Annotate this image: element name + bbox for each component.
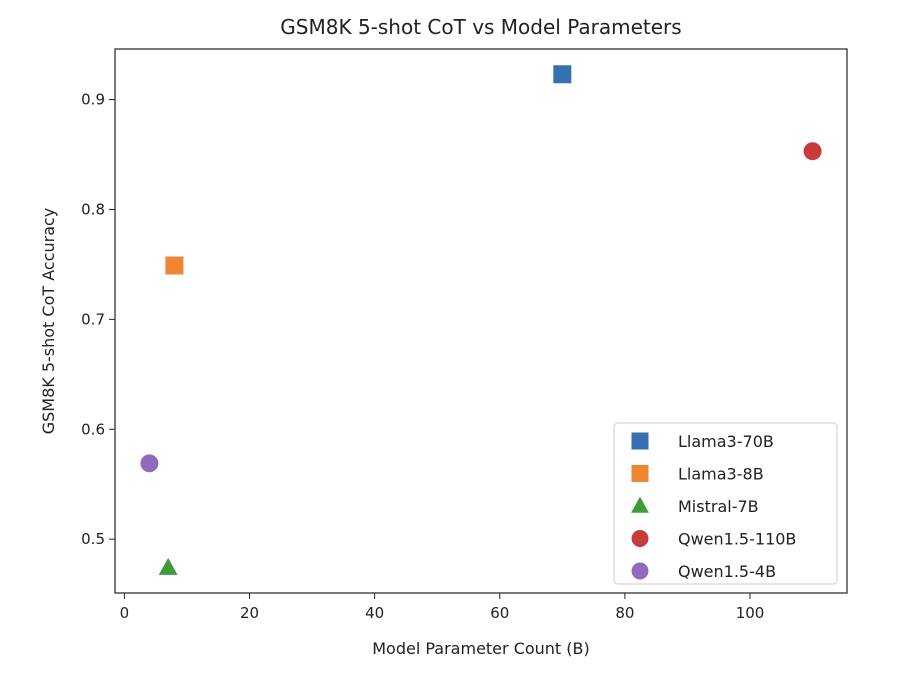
data-point-1 — [165, 256, 184, 275]
y-tick-label: 0.5 — [81, 530, 105, 548]
data-point-2 — [158, 557, 178, 575]
x-tick-label: 80 — [615, 604, 634, 622]
data-points — [140, 65, 822, 575]
y-tick-label: 0.7 — [81, 310, 105, 328]
y-axis-label: GSM8K 5-shot CoT Accuracy — [39, 208, 58, 435]
legend-marker-2 — [631, 496, 649, 513]
data-point-0 — [553, 65, 572, 84]
legend-marker-3 — [631, 530, 649, 547]
x-axis-ticks: 0 20 40 60 80 100 — [120, 593, 765, 622]
legend-marker-4 — [631, 562, 649, 580]
legend-entry-label: Qwen1.5-110B — [678, 530, 796, 549]
x-tick-label: 60 — [490, 604, 509, 622]
legend-marker-1 — [631, 465, 649, 482]
x-tick-label: 40 — [365, 604, 384, 622]
legend: Llama3-70B Llama3-8B Mistral-7B Qwen1.5-110… — [613, 422, 838, 585]
y-axis-ticks: 0.5 0.6 0.7 0.8 0.9 — [81, 91, 115, 548]
x-tick-label: 20 — [240, 604, 259, 622]
x-tick-label: 100 — [736, 604, 765, 622]
plot-frame — [114, 48, 848, 594]
chart-title: GSM8K 5-shot CoT vs Model Parameters — [280, 15, 681, 39]
data-point-4 — [140, 454, 159, 473]
x-tick-label: 0 — [120, 604, 130, 622]
legend-entry-label: Llama3-8B — [678, 465, 764, 484]
data-point-3 — [803, 142, 822, 161]
y-tick-label: 0.9 — [81, 91, 105, 109]
x-axis-label: Model Parameter Count (B) — [372, 639, 590, 658]
legend-box — [613, 422, 838, 585]
legend-entry-label: Llama3-70B — [678, 432, 774, 451]
legend-entry-label: Qwen1.5-4B — [678, 562, 776, 581]
legend-entry-label: Mistral-7B — [678, 497, 759, 516]
y-tick-label: 0.8 — [81, 200, 105, 218]
y-tick-label: 0.6 — [81, 420, 105, 438]
legend-marker-0 — [631, 432, 649, 450]
